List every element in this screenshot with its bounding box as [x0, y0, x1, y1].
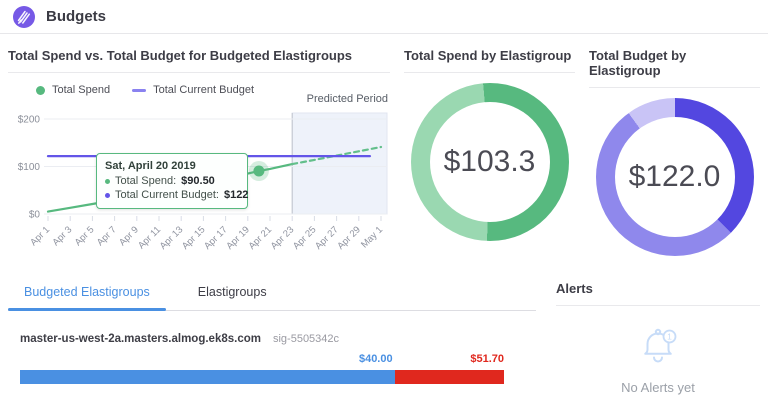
elastigroups-section: Budgeted Elastigroups Elastigroups maste…	[8, 281, 536, 395]
svg-text:$200: $200	[18, 115, 41, 126]
bar-within-budget	[20, 370, 395, 384]
total-spend-value: $103.3	[443, 145, 536, 178]
elastigroup-sig-id: sig-5505342c	[272, 333, 340, 345]
legend-total-current-budget[interactable]: Total Current Budget	[132, 84, 254, 96]
svg-text:Apr 17: Apr 17	[202, 224, 230, 252]
predicted-period-label: Predicted Period	[306, 93, 388, 105]
elastigroup-name: master-us-west-2a.masters.almog.ek8s.com	[20, 333, 261, 345]
total-spend-donut-panel: Total Spend by Elastigroup $103.3	[404, 48, 575, 257]
svg-text:Apr 21: Apr 21	[247, 224, 275, 252]
alerts-panel: Alerts 1 No Alerts yet	[556, 281, 760, 395]
alerts-title: Alerts	[556, 281, 760, 306]
spotinst-logo-icon	[12, 5, 36, 29]
spend-bullet-icon	[105, 178, 110, 184]
svg-text:1: 1	[667, 332, 672, 342]
total-spend-dot-icon	[36, 85, 45, 95]
budget-amount-label: $40.00	[358, 353, 393, 365]
svg-text:$100: $100	[18, 162, 41, 173]
chart-tooltip: Sat, April 20 2019 Total Spend: $90.50 T…	[96, 153, 248, 209]
svg-text:Apr 29: Apr 29	[335, 224, 363, 252]
svg-text:Apr 1: Apr 1	[28, 224, 52, 248]
svg-text:Apr 13: Apr 13	[158, 224, 186, 252]
page-title: Budgets	[46, 8, 106, 25]
legend-label: Total Current Budget	[153, 84, 254, 96]
total-budget-donut[interactable]: $122.0	[595, 98, 754, 256]
chart-title: Total Spend vs. Total Budget for Budgete…	[8, 48, 390, 73]
svg-text:Apr 19: Apr 19	[224, 224, 252, 252]
total-spend-donut[interactable]: $103.3	[410, 83, 569, 241]
bar-over-budget	[394, 370, 504, 384]
svg-text:Apr 23: Apr 23	[269, 224, 297, 252]
tab-budgeted-elastigroups[interactable]: Budgeted Elastigroups	[8, 281, 166, 311]
svg-text:Apr 3: Apr 3	[50, 224, 74, 248]
chart-legend: Total Spend Total Current Budget	[36, 83, 390, 97]
svg-text:May 1: May 1	[359, 224, 385, 250]
svg-text:Apr 7: Apr 7	[95, 224, 119, 248]
donut-spend-title: Total Spend by Elastigroup	[404, 48, 575, 73]
elastigroup-row[interactable]: master-us-west-2a.masters.almog.ek8s.com…	[20, 333, 536, 384]
donut-budget-title: Total Budget by Elastigroup	[589, 48, 760, 88]
app-header: Budgets	[0, 0, 768, 34]
total-budget-donut-panel: Total Budget by Elastigroup $122.0	[589, 48, 760, 257]
legend-total-spend[interactable]: Total Spend	[36, 84, 110, 96]
svg-text:Apr 27: Apr 27	[313, 224, 341, 252]
spend-vs-budget-panel: Total Spend vs. Total Budget for Budgete…	[8, 48, 390, 257]
budget-dash-icon	[132, 88, 147, 92]
svg-text:Apr 15: Apr 15	[180, 224, 208, 252]
tab-bar: Budgeted Elastigroups Elastigroups	[8, 281, 536, 311]
svg-text:Apr 25: Apr 25	[291, 224, 319, 252]
line-chart[interactable]: $0 $100 $200 Apr 1 Apr 3 Apr 5 Apr 7 Apr 9 Apr 1…	[8, 107, 390, 257]
overspend-amount-label: $51.70	[470, 353, 504, 365]
budget-bullet-icon	[105, 192, 110, 198]
svg-text:Apr 5: Apr 5	[73, 224, 97, 248]
tooltip-date: Sat, April 20 2019	[105, 160, 196, 172]
no-alerts-text: No Alerts yet	[621, 380, 695, 395]
svg-text:Apr 11: Apr 11	[136, 224, 163, 251]
budget-bar: $40.00 $51.70	[20, 353, 504, 384]
svg-text:$0: $0	[29, 210, 41, 221]
bell-icon: 1	[644, 328, 677, 363]
tooltip-spend-row: Total Spend: $90.50	[105, 174, 239, 188]
tab-elastigroups[interactable]: Elastigroups	[197, 285, 267, 299]
tooltip-budget-row: Total Current Budget: $122	[105, 188, 248, 202]
legend-label: Total Spend	[52, 84, 111, 96]
total-budget-value: $122.0	[628, 160, 721, 193]
